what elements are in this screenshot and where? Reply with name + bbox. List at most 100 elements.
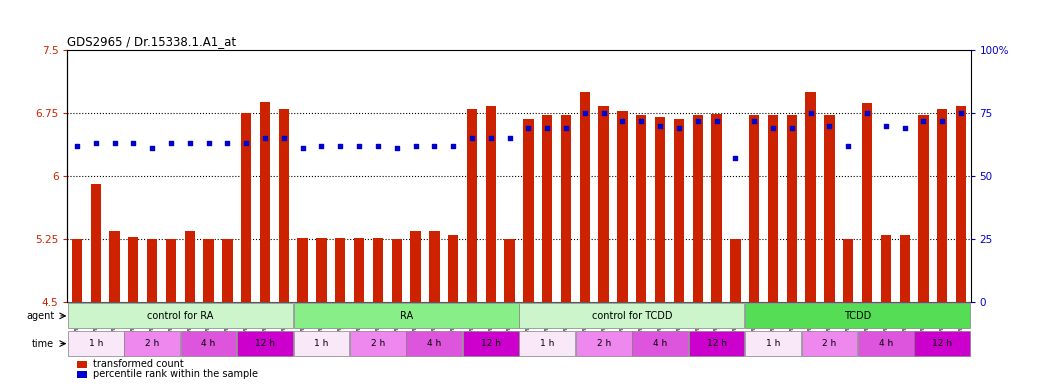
Text: 1 h: 1 h — [88, 339, 103, 348]
Point — [182, 140, 198, 146]
Bar — [542, 114, 552, 302]
Point — [821, 122, 838, 129]
Bar — [599, 106, 609, 302]
Point — [219, 140, 236, 146]
Text: GDS2965 / Dr.15338.1.A1_at: GDS2965 / Dr.15338.1.A1_at — [67, 35, 237, 48]
Bar — [919, 114, 929, 302]
Text: 1 h: 1 h — [540, 339, 554, 348]
Point — [388, 145, 405, 151]
Point — [501, 135, 518, 141]
Bar — [618, 111, 628, 302]
Point — [69, 142, 85, 149]
Point — [596, 110, 612, 116]
Text: 12 h: 12 h — [707, 339, 727, 348]
Bar — [561, 114, 571, 302]
Bar — [880, 235, 891, 302]
Text: transformed count: transformed count — [92, 359, 184, 369]
Bar — [730, 239, 740, 302]
Point — [295, 145, 311, 151]
Bar — [862, 103, 872, 302]
Bar — [373, 238, 383, 302]
Point — [671, 125, 687, 131]
Text: 2 h: 2 h — [371, 339, 385, 348]
Bar — [410, 230, 420, 302]
Point — [858, 110, 875, 116]
Bar — [486, 106, 496, 302]
Bar — [805, 92, 816, 302]
Point — [897, 125, 913, 131]
Bar — [317, 238, 327, 302]
Point — [445, 142, 462, 149]
Text: 4 h: 4 h — [201, 339, 216, 348]
Bar — [185, 230, 195, 302]
Bar — [294, 331, 350, 356]
Point — [953, 110, 969, 116]
Bar — [843, 239, 853, 302]
Bar — [350, 331, 406, 356]
Bar — [278, 109, 289, 302]
Bar — [711, 114, 721, 302]
Bar — [749, 114, 760, 302]
Bar — [787, 114, 797, 302]
Bar — [147, 239, 158, 302]
Bar — [519, 303, 744, 328]
Bar — [429, 230, 439, 302]
Bar — [125, 331, 180, 356]
Bar — [181, 331, 237, 356]
Point — [238, 140, 254, 146]
Text: 4 h: 4 h — [879, 339, 893, 348]
Point — [407, 142, 424, 149]
Bar — [504, 239, 515, 302]
Bar — [900, 235, 910, 302]
Bar — [67, 303, 293, 328]
Bar — [407, 331, 462, 356]
Point — [877, 122, 894, 129]
Bar — [391, 239, 402, 302]
Bar — [77, 371, 87, 378]
Bar — [335, 238, 346, 302]
Point — [576, 110, 593, 116]
Bar — [166, 239, 176, 302]
Bar — [632, 331, 688, 356]
Point — [483, 135, 499, 141]
Point — [708, 118, 725, 124]
Bar — [67, 331, 124, 356]
Point — [727, 155, 743, 161]
Bar — [463, 331, 519, 356]
Text: RA: RA — [400, 311, 413, 321]
Point — [332, 142, 349, 149]
Bar — [298, 238, 308, 302]
Point — [106, 140, 122, 146]
Bar — [128, 237, 138, 302]
Text: 12 h: 12 h — [932, 339, 952, 348]
Text: 2 h: 2 h — [822, 339, 837, 348]
Bar — [203, 239, 214, 302]
Bar — [576, 331, 631, 356]
Text: percentile rank within the sample: percentile rank within the sample — [92, 369, 257, 379]
Text: 2 h: 2 h — [145, 339, 159, 348]
Bar — [636, 114, 647, 302]
Bar — [745, 303, 971, 328]
Point — [426, 142, 442, 149]
Bar — [801, 331, 857, 356]
Bar — [914, 331, 971, 356]
Text: 2 h: 2 h — [597, 339, 610, 348]
Bar — [109, 230, 119, 302]
Bar — [448, 235, 459, 302]
Text: 12 h: 12 h — [255, 339, 275, 348]
Point — [633, 118, 650, 124]
Bar — [354, 238, 364, 302]
Point — [539, 125, 555, 131]
Point — [163, 140, 180, 146]
Point — [916, 118, 932, 124]
Bar — [768, 114, 778, 302]
Text: TCDD: TCDD — [844, 311, 871, 321]
Point — [200, 140, 217, 146]
Bar — [956, 106, 966, 302]
Point — [351, 142, 367, 149]
Text: 4 h: 4 h — [428, 339, 441, 348]
Bar — [72, 239, 82, 302]
Bar — [260, 102, 270, 302]
Point — [370, 142, 386, 149]
Bar — [237, 331, 293, 356]
